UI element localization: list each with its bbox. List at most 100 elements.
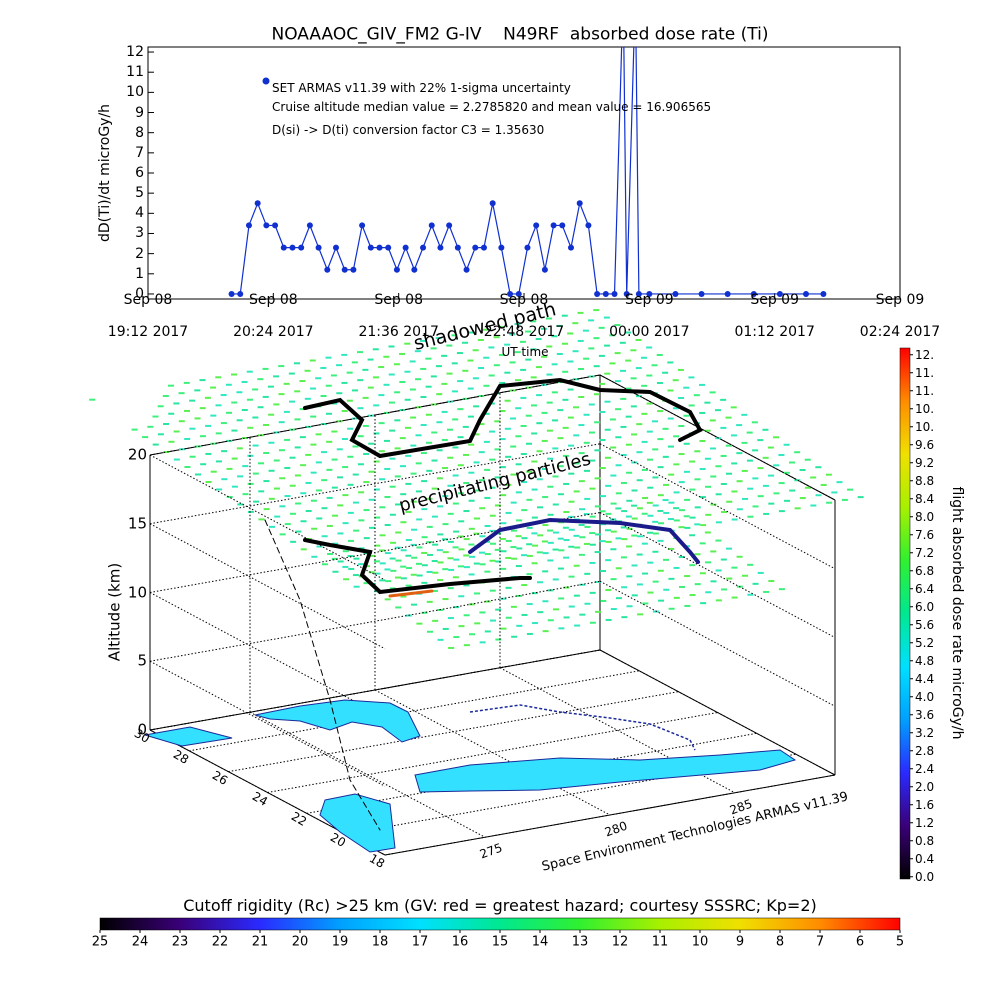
colorbar-tick-label: 8 (775, 934, 785, 950)
grid-line (599, 512, 836, 638)
y-tick-label: 1 (135, 265, 144, 282)
data-point (480, 244, 487, 251)
data-point (237, 290, 244, 297)
grid-line (599, 580, 836, 707)
data-point (623, 290, 630, 297)
data-point (550, 222, 557, 229)
data-point (359, 222, 366, 229)
colorbar-tick-label: 21 (251, 934, 269, 950)
colorbar-tick-label: 16 (451, 934, 469, 950)
colorbar-tick-label: 5 (895, 934, 905, 950)
coastline (469, 704, 696, 751)
colorbar-tick-label: 5.2 (915, 635, 935, 650)
data-point (635, 290, 642, 297)
colorbar-tick-label: 17 (411, 934, 429, 950)
data-point (411, 266, 418, 273)
data-point (263, 222, 270, 229)
chart-title: NOAAAOC_GIV_FM2 G-IV N49RF absorbed dose… (271, 24, 769, 45)
colorbar-tick-label: 6 (855, 934, 865, 950)
colorbar-tick-label: 0.4 (915, 851, 935, 866)
colorbar-tick-label: 10. (915, 401, 935, 416)
grid-line (149, 580, 601, 662)
data-point (820, 290, 827, 297)
data-point (576, 200, 583, 207)
colorbar-tick-label: 12. (915, 347, 935, 362)
colorbar-tick-label: 14 (531, 934, 549, 950)
y-tick-label: 9 (135, 104, 144, 121)
x-tick-label: Sep 08 20:24 2017 (233, 292, 314, 340)
y-tick-label: 4 (135, 205, 144, 222)
data-point (298, 244, 305, 251)
colorbar-tick-label: 9.2 (915, 455, 935, 470)
colorbar-tick-label: 9 (735, 934, 745, 950)
colorbar-tick-label: 3.6 (915, 707, 935, 722)
colorbar-tick-label: 15 (491, 934, 509, 950)
flight-path (303, 377, 703, 459)
data-point (367, 244, 374, 251)
data-point (776, 290, 783, 297)
colorbar-tick-label: 11. (915, 365, 935, 380)
y-tick-label: 5 (135, 185, 144, 202)
colorbar-tick-label: 20 (291, 934, 309, 950)
colorbar-tick-label: 8.8 (915, 473, 935, 488)
colorbar-tick-label: 0.0 (915, 869, 935, 884)
colorbar-tick-label: 25 (91, 934, 109, 950)
data-point (446, 222, 453, 229)
flight-path (303, 538, 532, 595)
grid-line (599, 649, 836, 776)
z-tick-label: 5 (137, 651, 147, 670)
z-tick-label: 20 (127, 445, 147, 464)
y-tick-label: 6 (135, 165, 144, 181)
data-point (385, 244, 392, 251)
grid-line (189, 670, 640, 752)
colorbar (99, 917, 901, 931)
y-tick-label: 2 (135, 245, 144, 262)
landmass (319, 793, 396, 853)
colorbar-tick-label: 8.0 (915, 509, 935, 524)
x-tick-label: Sep 09 00:00 2017 (609, 292, 690, 340)
z-tick-label: 10 (127, 583, 147, 601)
y-tick-label: 10 (126, 84, 144, 101)
colorbar-tick-label: 18 (371, 934, 389, 950)
grid-line (149, 523, 386, 650)
colorbar-tick-label: 2.4 (915, 761, 935, 776)
data-point (611, 290, 618, 297)
data-point (393, 266, 400, 273)
grid-line (599, 443, 836, 570)
data-point (472, 244, 479, 251)
colorbar-tick-label: 19 (331, 934, 349, 950)
grid-line (149, 592, 386, 718)
colorbar-tick-label: 5.6 (915, 617, 935, 632)
grid-line (149, 660, 386, 787)
map (144, 699, 797, 853)
y-tick-label: 8 (135, 124, 144, 141)
data-point (324, 266, 331, 273)
grid-line (149, 454, 386, 581)
landmass (254, 699, 421, 743)
data-point (420, 244, 427, 251)
colorbar-tick-label: 9.6 (915, 437, 935, 452)
colorbar-tick-label: 10 (691, 934, 709, 950)
data-point (672, 290, 679, 297)
y-tick-label: 12 (126, 44, 144, 61)
data-point (454, 244, 461, 251)
x-tick-label: Sep 08 22:48 2017 (483, 292, 565, 340)
z-axis-label: Altitude (km) (105, 562, 124, 662)
data-point (341, 266, 348, 273)
data-point (524, 244, 531, 251)
data-point (602, 290, 609, 297)
z-tick-label: 0 (137, 720, 147, 739)
data-point (489, 200, 496, 207)
y-tick-label: 7 (135, 144, 144, 161)
colorbar-label: flight absorbed dose rate microGy/h (949, 486, 965, 740)
series-group (228, 47, 827, 297)
flight-path (468, 517, 700, 564)
data-point (315, 244, 322, 251)
shadow-path (264, 519, 381, 831)
colorbar-tick-label: 8.4 (915, 491, 935, 506)
grid-line (249, 711, 486, 838)
data-point (402, 244, 409, 251)
data-point (541, 266, 548, 273)
